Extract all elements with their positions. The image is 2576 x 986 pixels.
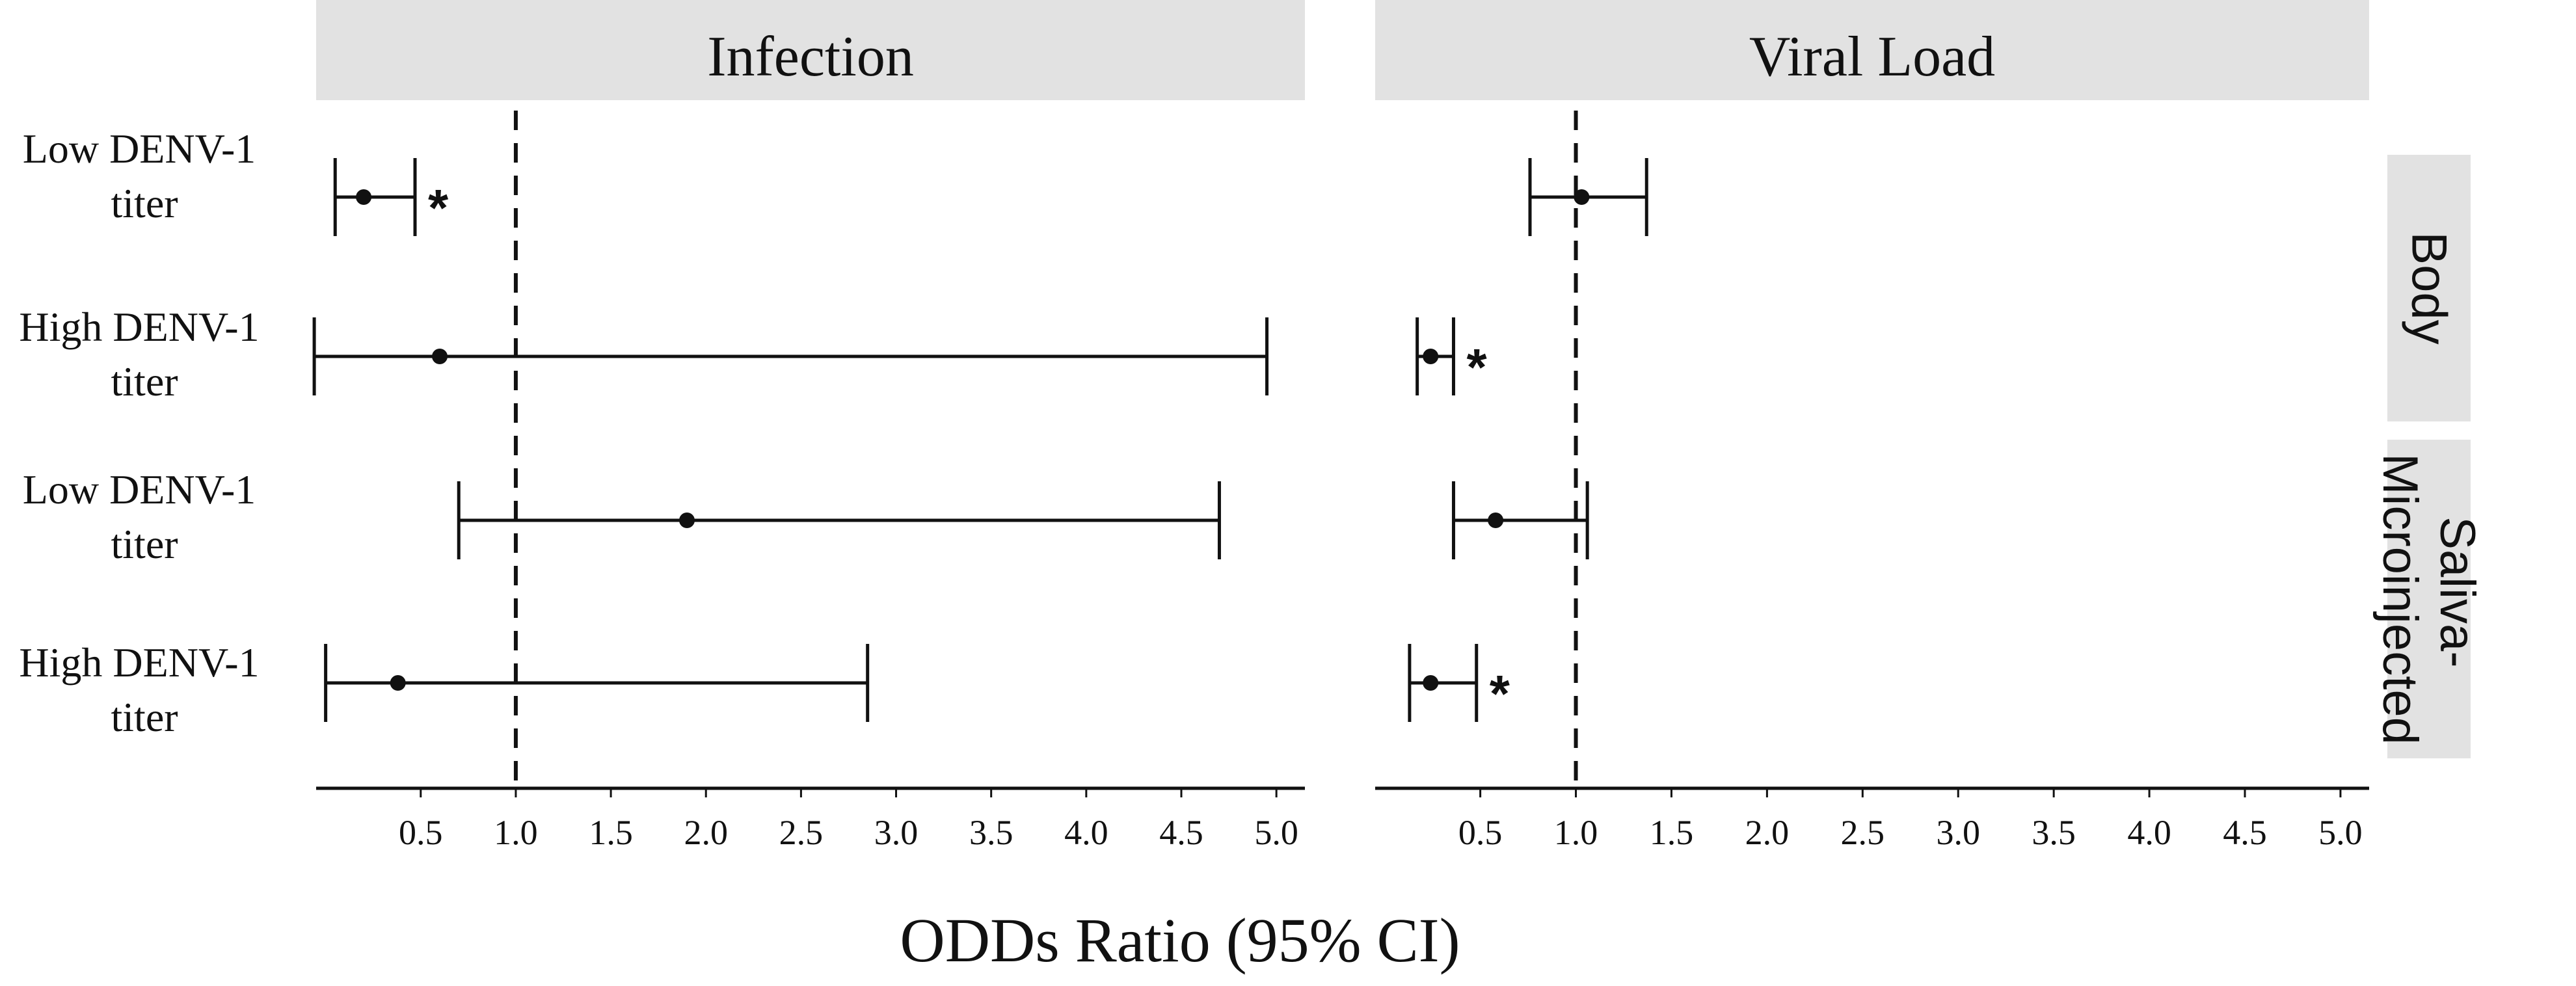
saliva-facet-line-2: Microinjected bbox=[2373, 453, 2428, 745]
infection-significance-star: * bbox=[428, 179, 449, 237]
viral-load-x-tick-label: 1.0 bbox=[1554, 813, 1598, 852]
x-axis-label: ODDs Ratio (95% CI) bbox=[900, 905, 1460, 975]
row-label-high-body: High DENV-1 titer bbox=[19, 304, 269, 405]
viral-load-significance-star: * bbox=[1490, 665, 1510, 723]
row-label-high-saliva: High DENV-1 titer bbox=[19, 639, 269, 740]
infection-x-tick-label: 1.5 bbox=[589, 813, 633, 852]
row-label-low-body-line-1: Low DENV-1 bbox=[23, 126, 256, 172]
viral-load-significance-star: * bbox=[1466, 338, 1487, 396]
infection-x-tick-label: 5.0 bbox=[1254, 813, 1298, 852]
viral-load-panel: 0.5 1.0 1.5 2.0 2.5 3.0 3.5 4.0 4.5 5.0 * * bbox=[1375, 111, 2369, 852]
infection-x-tick-label: 0.5 bbox=[399, 813, 443, 852]
infection-estimate-point bbox=[679, 513, 695, 528]
infection-x-tick-label: 4.5 bbox=[1159, 813, 1203, 852]
row-label-low-saliva-line-1: Low DENV-1 bbox=[23, 466, 256, 513]
row-label-high-saliva-line-1: High DENV-1 bbox=[19, 639, 259, 686]
row-label-low-saliva-line-2: titer bbox=[111, 521, 178, 567]
viral-load-panel-title: Viral Load bbox=[1749, 25, 1995, 88]
viral-load-estimate-point bbox=[1488, 513, 1504, 528]
saliva-facet-line-1: Saliva- bbox=[2430, 516, 2486, 667]
viral-load-panel-strip bbox=[1375, 0, 2369, 100]
infection-x-tick-label: 3.0 bbox=[874, 813, 919, 852]
viral-load-x-tick-label: 2.5 bbox=[1841, 813, 1885, 852]
row-label-low-body-line-2: titer bbox=[111, 180, 178, 226]
row-label-low-body: Low DENV-1 titer bbox=[23, 126, 267, 226]
viral-load-x-tick-label: 1.5 bbox=[1650, 813, 1694, 852]
body-facet-label: Body bbox=[2402, 232, 2457, 344]
viral-load-estimate-point bbox=[1574, 189, 1590, 205]
infection-panel-title: Infection bbox=[707, 25, 914, 88]
saliva-facet-label: Saliva- Microinjected bbox=[2373, 453, 2486, 745]
viral-load-x-tick-label: 2.0 bbox=[1745, 813, 1790, 852]
viral-load-x-tick-label: 3.5 bbox=[2032, 813, 2076, 852]
infection-x-tick-label: 2.0 bbox=[684, 813, 728, 852]
viral-load-estimate-point bbox=[1423, 349, 1439, 364]
row-labels: Low DENV-1 titer High DENV-1 titer Low D… bbox=[19, 126, 269, 740]
viral-load-x-tick-label: 0.5 bbox=[1458, 813, 1503, 852]
row-label-low-saliva: Low DENV-1 titer bbox=[23, 466, 267, 567]
infection-estimate-point bbox=[356, 189, 372, 205]
infection-x-tick-label: 4.0 bbox=[1064, 813, 1108, 852]
infection-panel: 0.5 1.0 1.5 2.0 2.5 3.0 3.5 4.0 4.5 5.0 * bbox=[312, 111, 1305, 852]
row-label-high-body-line-2: titer bbox=[111, 358, 178, 405]
body-facet-strip bbox=[2387, 155, 2471, 421]
infection-x-tick-label: 3.5 bbox=[969, 813, 1013, 852]
row-label-high-saliva-line-2: titer bbox=[111, 694, 178, 740]
viral-load-estimate-point bbox=[1423, 675, 1439, 691]
infection-x-tick-label: 2.5 bbox=[779, 813, 824, 852]
row-label-high-body-line-1: High DENV-1 bbox=[19, 304, 259, 350]
viral-load-x-tick-label: 4.0 bbox=[2127, 813, 2171, 852]
infection-estimate-point bbox=[432, 349, 448, 364]
saliva-facet-strip bbox=[2387, 440, 2471, 758]
infection-x-tick-label: 1.0 bbox=[494, 813, 538, 852]
viral-load-x-tick-label: 4.5 bbox=[2223, 813, 2267, 852]
viral-load-x-tick-label: 5.0 bbox=[2318, 813, 2363, 852]
viral-load-x-tick-label: 3.0 bbox=[1936, 813, 1980, 852]
infection-panel-strip bbox=[316, 0, 1305, 100]
infection-estimate-point bbox=[390, 675, 406, 691]
